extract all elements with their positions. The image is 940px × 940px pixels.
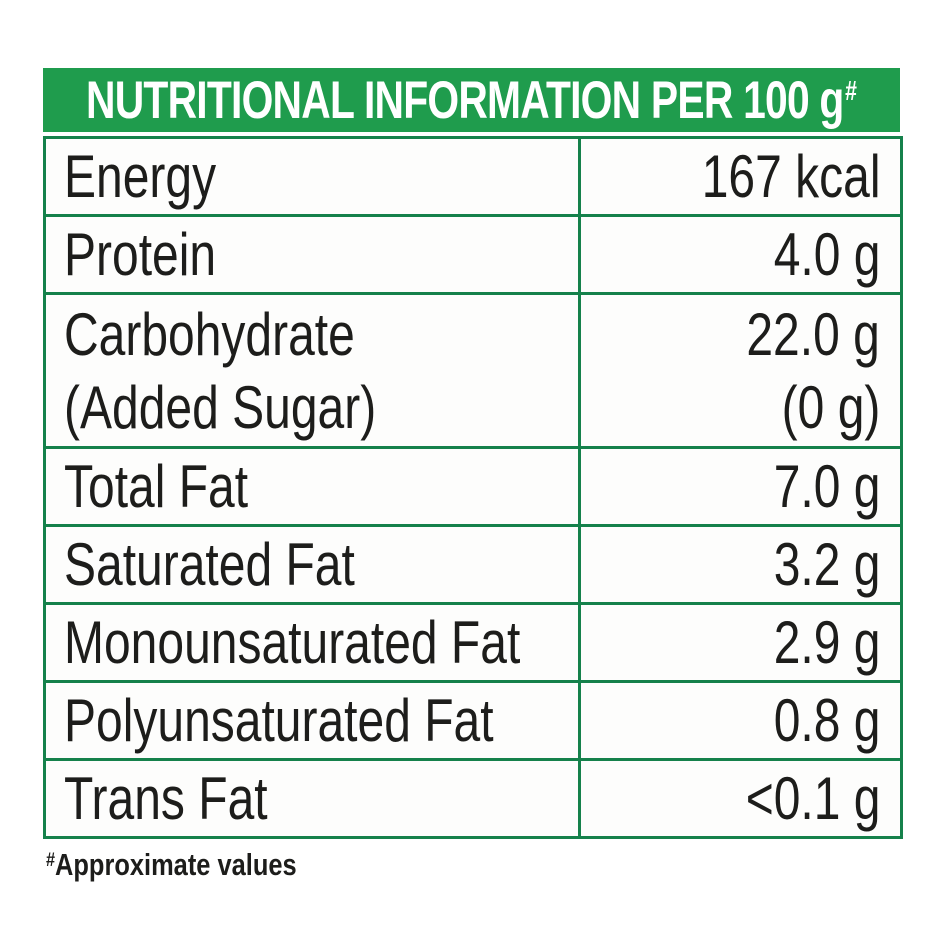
nutrient-value: 7.0 g — [773, 453, 880, 520]
table-row-carbohydrate: Carbohydrate (Added Sugar) 22.0 g (0 g) — [43, 292, 903, 449]
footnote-text: Approximate values — [55, 847, 297, 882]
nutrient-value-cell: 22.0 g (0 g) — [578, 292, 903, 449]
nutrient-value-cell: <0.1 g — [578, 758, 903, 839]
table-row-saturated-fat: Saturated Fat 3.2 g — [43, 524, 903, 605]
footnote-inner: #Approximate values — [46, 847, 297, 883]
nutrient-value-cell: 3.2 g — [578, 524, 903, 605]
nutrient-name-cell: Saturated Fat — [43, 524, 581, 605]
table-row-trans-fat: Trans Fat <0.1 g — [43, 758, 903, 839]
nutrition-table-body: Energy 167 kcal Protein 4.0 g Carbohydra… — [43, 136, 903, 839]
nutrient-value: 22.0 g — [746, 300, 880, 368]
nutrient-name: Energy — [64, 143, 217, 210]
nutrient-name-cell: Total Fat — [43, 446, 581, 527]
nutrient-name-cell: Protein — [43, 214, 581, 295]
footnote: #Approximate values — [43, 847, 900, 883]
nutrient-name-cell: Carbohydrate (Added Sugar) — [43, 292, 581, 449]
nutrient-value: <0.1 g — [745, 765, 880, 832]
nutrient-name: Protein — [64, 221, 217, 288]
header-footnote-marker: # — [845, 75, 858, 107]
nutrition-table: Energy 167 kcal Protein 4.0 g Carbohydra… — [43, 136, 903, 839]
nutrient-value-cell: 167 kcal — [578, 136, 903, 217]
nutrient-value-line2: (0 g) — [781, 373, 880, 441]
header-title-text: NUTRITIONAL INFORMATION PER 100 g — [86, 70, 845, 130]
nutrient-value: 0.8 g — [773, 687, 880, 754]
table-row-polyunsaturated-fat: Polyunsaturated Fat 0.8 g — [43, 680, 903, 761]
header-title: NUTRITIONAL INFORMATION PER 100 g# — [86, 70, 858, 131]
table-row-monounsaturated-fat: Monounsaturated Fat 2.9 g — [43, 602, 903, 683]
table-row-total-fat: Total Fat 7.0 g — [43, 446, 903, 527]
nutrient-name-cell: Trans Fat — [43, 758, 581, 839]
nutrient-value-cell: 4.0 g — [578, 214, 903, 295]
footnote-marker: # — [46, 849, 56, 872]
nutrient-value: 2.9 g — [773, 609, 880, 676]
nutrient-value-cell: 0.8 g — [578, 680, 903, 761]
nutrition-label: NUTRITIONAL INFORMATION PER 100 g# Energ… — [43, 68, 903, 883]
nutrient-value-cell: 7.0 g — [578, 446, 903, 527]
nutrient-value: 167 kcal — [701, 143, 880, 210]
nutrient-name: Carbohydrate — [64, 300, 355, 368]
nutrient-name-cell: Monounsaturated Fat — [43, 602, 581, 683]
nutrient-value: 4.0 g — [773, 221, 880, 288]
nutrient-value: 3.2 g — [773, 531, 880, 598]
nutrient-value-cell: 2.9 g — [578, 602, 903, 683]
nutrient-name: Polyunsaturated Fat — [64, 687, 494, 754]
nutrient-name: Total Fat — [64, 453, 249, 520]
nutrient-name: Trans Fat — [64, 765, 268, 832]
table-row-energy: Energy 167 kcal — [43, 136, 903, 217]
table-row-protein: Protein 4.0 g — [43, 214, 903, 295]
nutrient-name-cell: Polyunsaturated Fat — [43, 680, 581, 761]
nutrient-name: Monounsaturated Fat — [64, 609, 521, 676]
table-header: NUTRITIONAL INFORMATION PER 100 g# — [43, 68, 900, 132]
nutrient-name-cell: Energy — [43, 136, 581, 217]
nutrient-name-line2: (Added Sugar) — [64, 373, 377, 441]
nutrient-name: Saturated Fat — [64, 531, 355, 598]
